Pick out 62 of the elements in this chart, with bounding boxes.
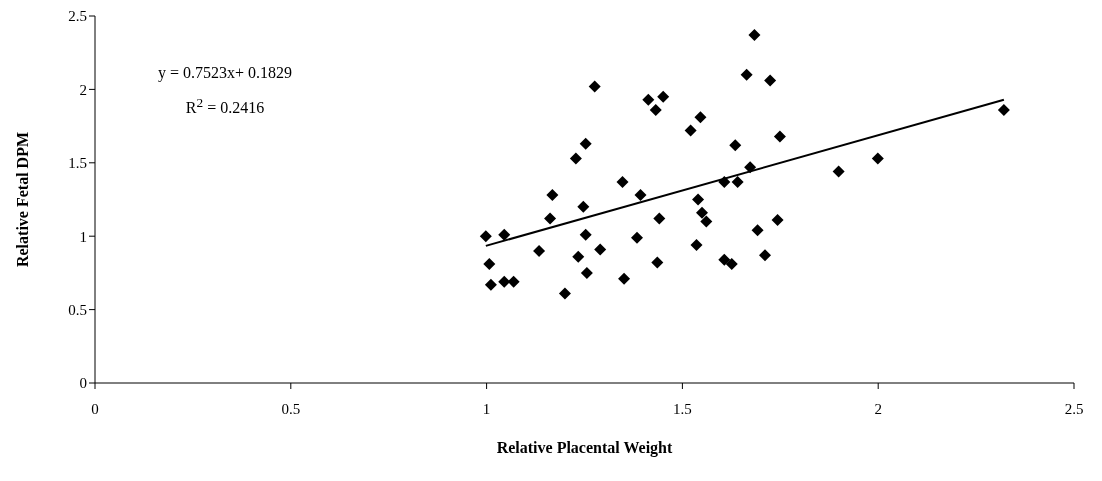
y-tick-label: 1.5 <box>68 155 87 172</box>
point <box>569 152 582 165</box>
point <box>690 239 703 252</box>
x-tick-label: 0 <box>91 400 99 417</box>
point <box>572 250 585 263</box>
point <box>653 212 666 225</box>
point <box>594 243 607 256</box>
point <box>630 231 643 244</box>
point <box>577 200 590 213</box>
point <box>759 249 772 262</box>
point <box>634 189 647 202</box>
point <box>479 230 492 243</box>
point <box>484 278 497 291</box>
y-tick-label: 1 <box>79 228 87 245</box>
annotation: y = 0.7523x+ 0.1829 <box>158 63 293 84</box>
point <box>718 253 731 266</box>
point <box>771 214 784 227</box>
point <box>651 256 664 269</box>
y-tick-label: 0.5 <box>68 301 87 318</box>
point <box>740 68 753 81</box>
point <box>731 175 744 188</box>
point <box>558 287 571 300</box>
point <box>579 137 592 150</box>
point <box>533 244 546 257</box>
point <box>725 258 738 271</box>
point <box>483 258 496 271</box>
point <box>579 228 592 241</box>
point <box>832 165 845 178</box>
point <box>729 139 742 152</box>
point <box>997 103 1010 116</box>
point <box>657 90 670 103</box>
point <box>695 206 708 219</box>
point <box>871 152 884 165</box>
x-tick-label: 2.5 <box>1064 400 1084 417</box>
point <box>649 103 662 116</box>
point <box>700 215 713 228</box>
point <box>751 224 764 237</box>
x-tick-label: 1.5 <box>673 400 692 417</box>
point <box>580 266 593 279</box>
point <box>642 93 655 106</box>
y-tick-label: 2.5 <box>68 8 87 25</box>
point <box>748 29 761 42</box>
point <box>773 130 786 143</box>
point <box>507 275 520 288</box>
point <box>588 80 601 93</box>
point <box>764 74 777 87</box>
y-tick-label: 2 <box>79 81 87 98</box>
y-axis-title: Relative Fetal DPM <box>13 131 31 268</box>
point <box>546 189 559 202</box>
point <box>618 272 631 285</box>
x-tick-label: 0.5 <box>281 400 301 417</box>
x-tick-label: 2 <box>874 400 882 417</box>
point <box>498 228 511 241</box>
x-axis-title: Relative Placental Weight <box>496 439 674 457</box>
point <box>544 212 557 225</box>
y-tick-label: 0 <box>79 375 87 392</box>
x-tick-label: 1 <box>482 400 491 417</box>
point <box>616 175 629 188</box>
point <box>684 124 697 137</box>
annotation: R$^{2}$ = 0.2416 <box>184 94 266 119</box>
point <box>692 193 705 206</box>
point <box>694 111 707 124</box>
